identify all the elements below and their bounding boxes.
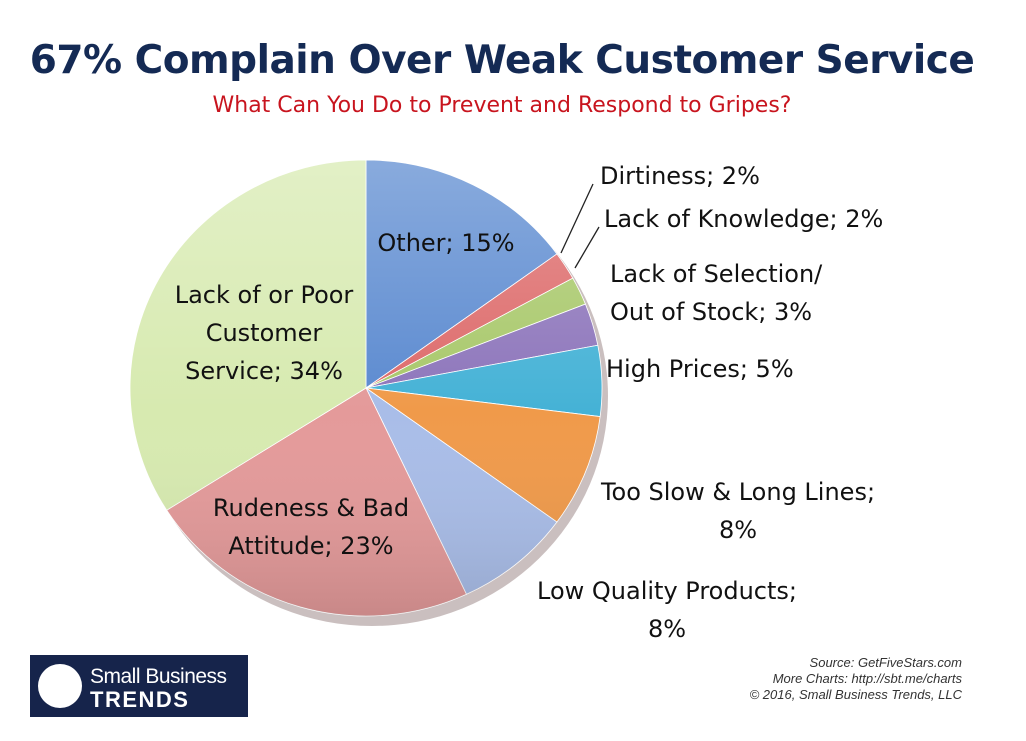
leader-lines [560,183,600,269]
slice-label: Low Quality Products; 8% [537,577,797,643]
source-text: Source: GetFiveStars.com [809,655,962,670]
slice-label: Lack of Knowledge; 2% [604,205,883,233]
slice-label: Rudeness & Bad Attitude; 23% [213,494,409,560]
copyright-text: © 2016, Small Business Trends, LLC [749,687,962,702]
chart-subtitle: What Can You Do to Prevent and Respond t… [212,93,792,118]
slice-label: Lack of Selection/Out of Stock; 3% [610,260,823,326]
logo-text-line1: Small Business [90,665,227,688]
slice-label: Other; 15% [377,229,514,257]
slice-label: Too Slow & Long Lines; 8% [600,478,875,544]
small-business-trends-logo: Small Business TRENDS [30,655,248,717]
slice-label: Lack of or Poor Customer Service; 34% [175,281,354,385]
slice-label: Dirtiness; 2% [600,162,760,190]
source-credits: Source: GetFiveStars.com More Charts: ht… [750,655,962,703]
logo-circle-icon [38,664,82,708]
logo-text-line2: TRENDS [90,687,190,712]
more-charts-text: More Charts: http://sbt.me/charts [772,671,962,686]
slice-labels: Other; 15% Dirtiness; 2% Lack of Knowledge… [175,162,884,643]
chart-title: 67% Complain Over Weak Customer Service [29,38,975,83]
leader-line [574,226,600,269]
leader-line [560,183,594,254]
slice-label: High Prices; 5% [606,355,794,383]
